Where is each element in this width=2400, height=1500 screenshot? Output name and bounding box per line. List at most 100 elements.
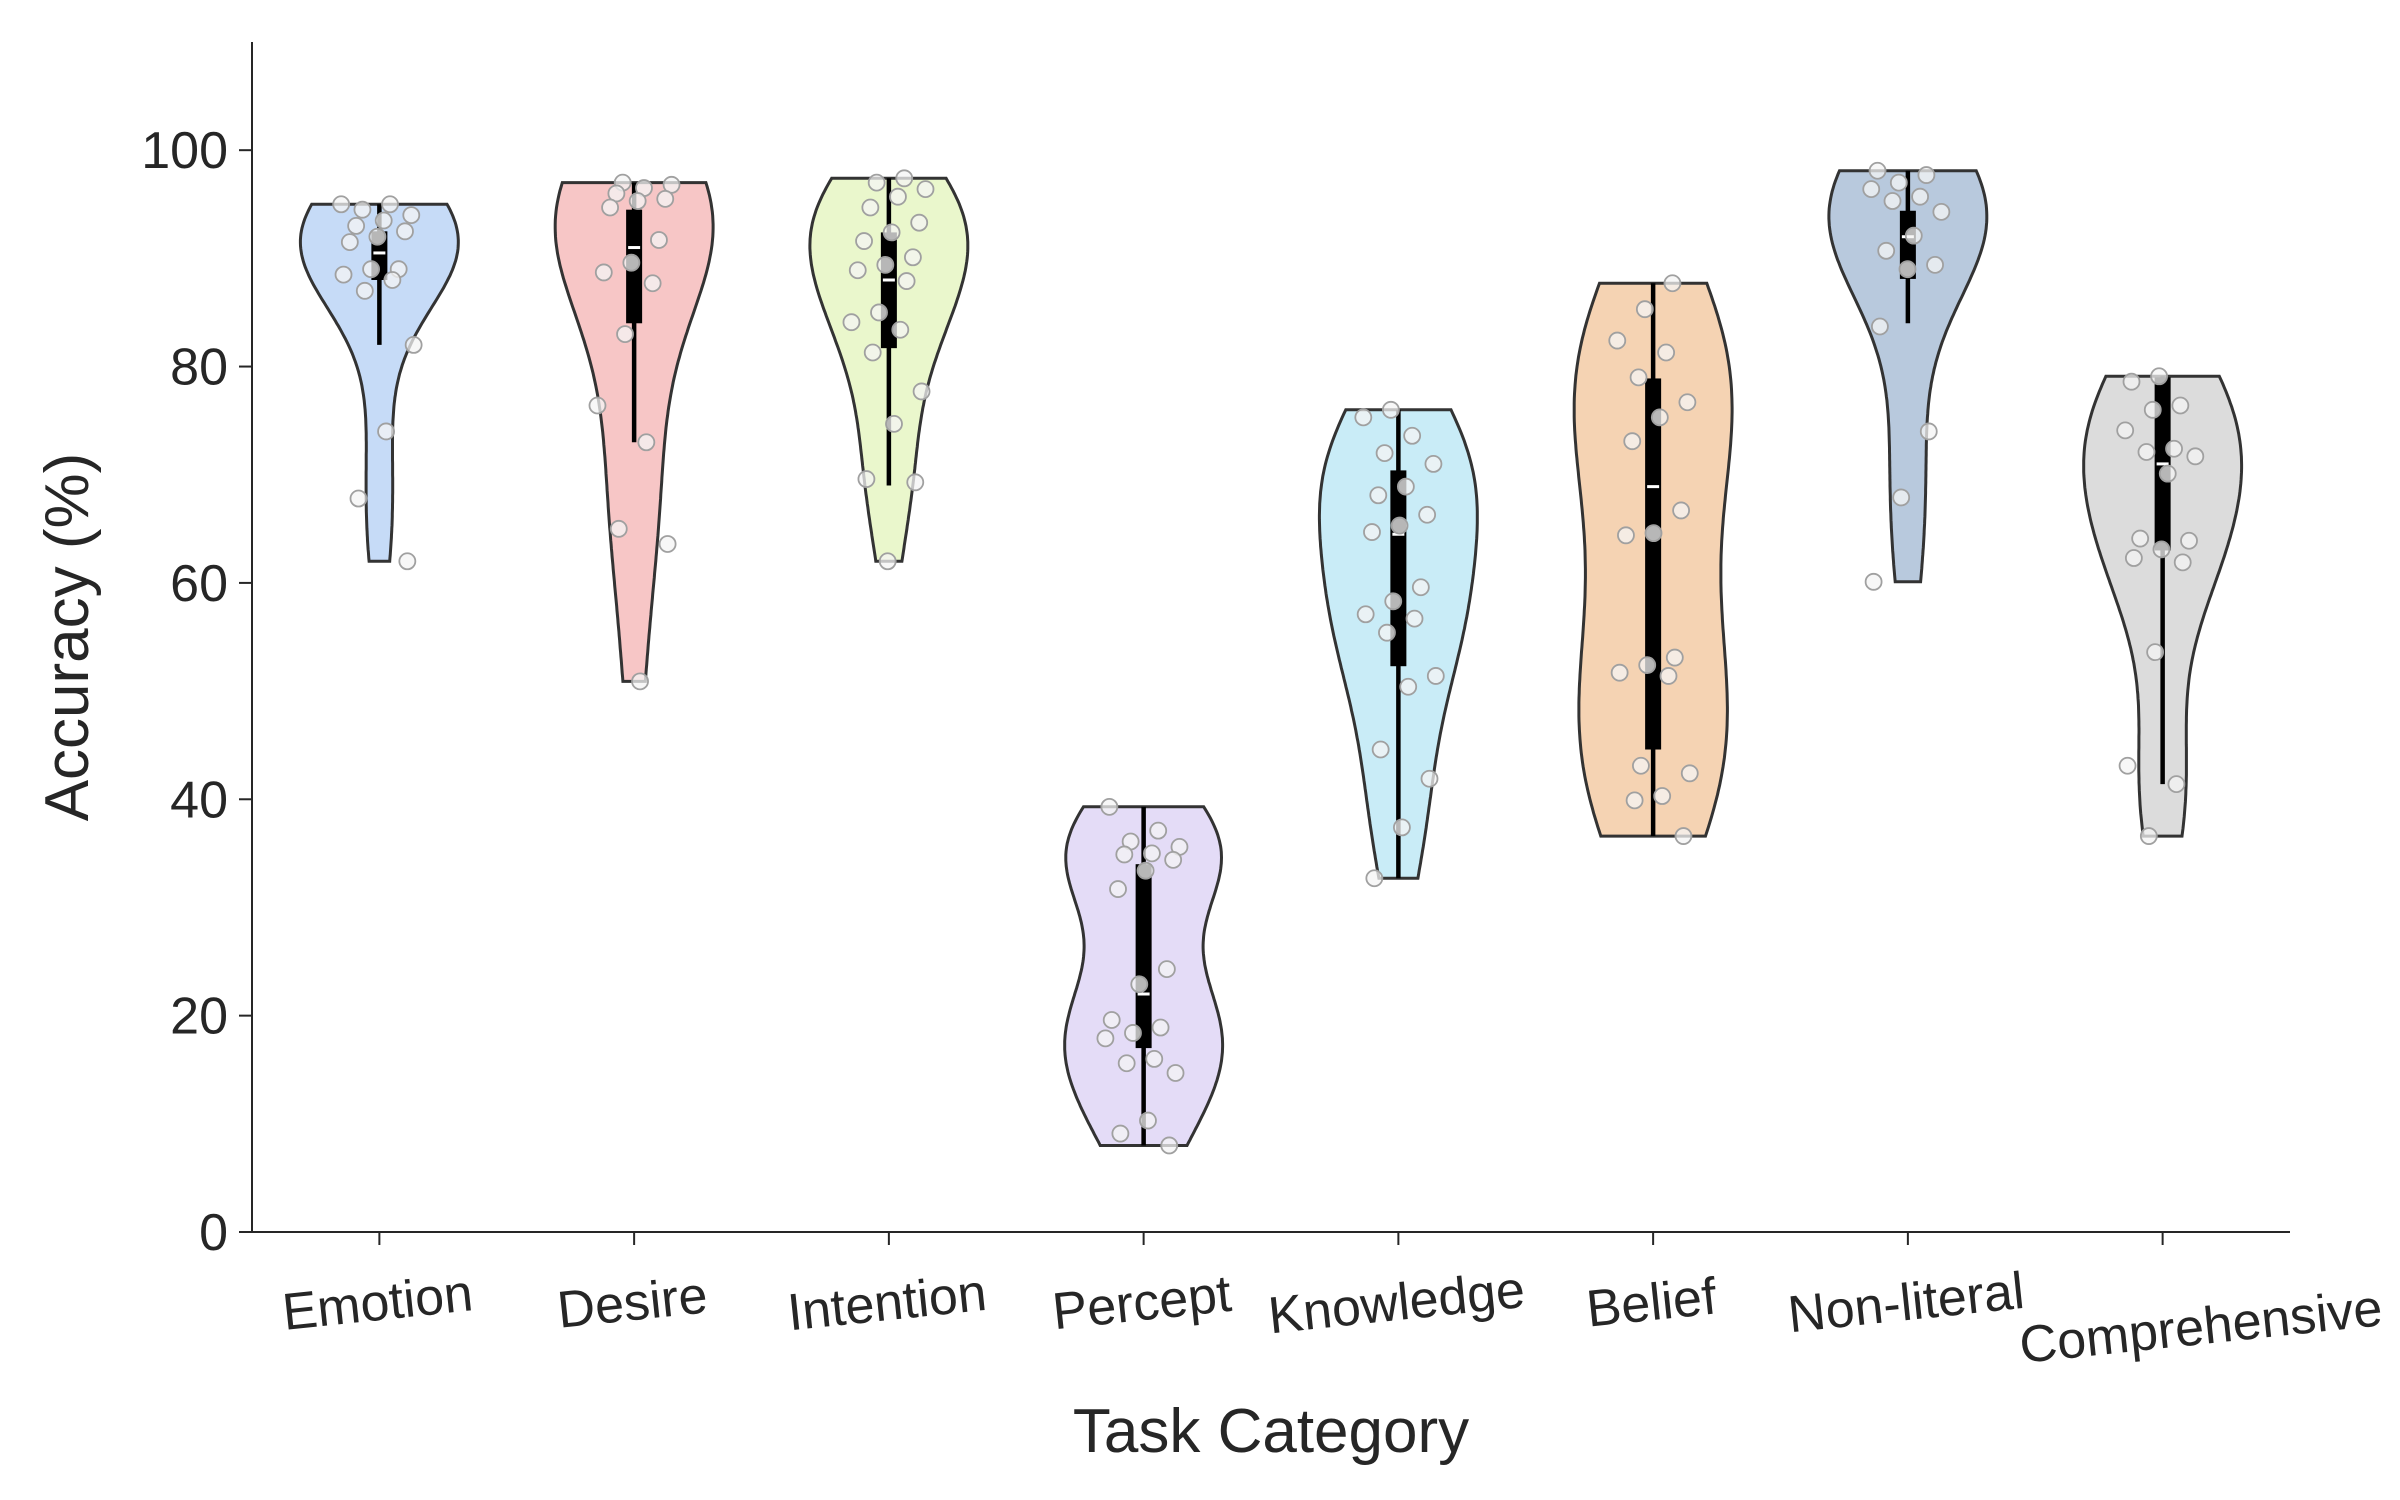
data-point	[1911, 187, 1929, 206]
data-point	[857, 470, 876, 488]
data-point	[870, 303, 888, 322]
data-point	[1378, 623, 1396, 642]
data-point	[1136, 861, 1155, 880]
data-point	[1403, 426, 1422, 445]
data-point	[1871, 317, 1889, 336]
data-point	[349, 489, 368, 508]
x-tick-label: Non-literal	[1785, 1262, 2027, 1344]
data-point	[1623, 432, 1642, 451]
data-point	[891, 320, 910, 339]
data-point	[1672, 501, 1690, 520]
data-point	[2165, 439, 2183, 458]
data-point	[1617, 526, 1635, 545]
data-point	[1657, 343, 1676, 362]
data-point	[2173, 553, 2192, 572]
data-point	[1418, 505, 1437, 524]
data-point	[402, 206, 421, 224]
data-point	[1096, 1029, 1115, 1048]
data-point	[1904, 226, 1923, 245]
data-point	[616, 325, 634, 343]
data-point	[1356, 605, 1375, 624]
data-point	[1405, 609, 1424, 628]
data-point	[1399, 677, 1418, 696]
y-axis-label: Accuracy (%)	[33, 453, 102, 822]
data-point	[912, 382, 931, 401]
iqr-box	[1645, 378, 1662, 750]
data-point	[855, 232, 873, 250]
data-point	[594, 263, 613, 282]
data-point	[878, 552, 897, 571]
data-point	[1100, 797, 1119, 816]
data-point	[2124, 549, 2143, 567]
iqr-box	[1135, 864, 1152, 1049]
data-point	[2158, 464, 2177, 483]
data-point	[381, 195, 399, 214]
data-point	[1650, 408, 1669, 427]
data-point	[1680, 764, 1699, 783]
data-point	[1644, 524, 1663, 543]
data-point	[1932, 202, 1951, 221]
data-point	[2146, 643, 2165, 662]
data-point	[2150, 367, 2168, 386]
data-point	[601, 198, 619, 217]
data-point	[2139, 827, 2158, 845]
data-point	[1393, 818, 1411, 837]
data-point	[1629, 368, 1648, 387]
data-point	[1130, 975, 1149, 994]
data-point	[1868, 161, 1887, 180]
data-point	[1411, 578, 1430, 597]
data-point	[637, 433, 656, 452]
x-tick-label: Belief	[1584, 1267, 1720, 1338]
x-axis-label: Task Category	[1073, 1397, 1469, 1466]
data-point	[1625, 791, 1644, 810]
data-point	[1674, 827, 1693, 845]
data-point	[906, 473, 925, 492]
data-point	[1164, 850, 1183, 869]
data-point	[1663, 274, 1682, 293]
data-point	[1109, 880, 1127, 898]
data-point	[916, 180, 935, 199]
data-point	[889, 187, 907, 206]
data-point	[1919, 422, 1938, 441]
violin	[298, 202, 460, 563]
data-point	[2122, 372, 2141, 391]
data-point	[1420, 769, 1439, 788]
data-point	[622, 253, 641, 272]
data-point	[848, 261, 867, 280]
data-point	[658, 535, 677, 553]
data-point	[334, 265, 353, 284]
data-point	[1375, 444, 1394, 462]
data-point	[1166, 1064, 1185, 1082]
data-point	[1151, 1018, 1170, 1037]
data-point	[1390, 516, 1409, 535]
data-point	[588, 396, 607, 415]
data-point	[1883, 192, 1902, 210]
data-point	[1102, 1011, 1121, 1029]
data-point	[1635, 300, 1654, 319]
data-point	[609, 519, 628, 538]
data-point	[1632, 756, 1650, 775]
data-point	[885, 414, 903, 433]
data-point	[895, 169, 914, 188]
data-point	[1926, 255, 1944, 274]
data-point	[1142, 844, 1161, 863]
data-point	[1917, 166, 1936, 184]
x-tick-label: Desire	[555, 1266, 711, 1339]
data-point	[1124, 1024, 1142, 1042]
data-point	[1145, 1050, 1164, 1068]
data-point	[1608, 331, 1627, 350]
data-point	[383, 271, 402, 289]
data-point	[656, 189, 675, 208]
data-point	[332, 195, 351, 214]
data-point	[861, 198, 880, 217]
data-point	[1384, 592, 1403, 611]
data-point	[2167, 775, 2186, 794]
data-point	[1115, 845, 1134, 864]
data-point	[1354, 408, 1373, 427]
data-point	[1678, 393, 1697, 412]
data-point	[2143, 400, 2162, 419]
x-tick-label: Emotion	[280, 1264, 476, 1342]
data-point	[2116, 421, 2135, 440]
data-point	[1424, 455, 1443, 473]
